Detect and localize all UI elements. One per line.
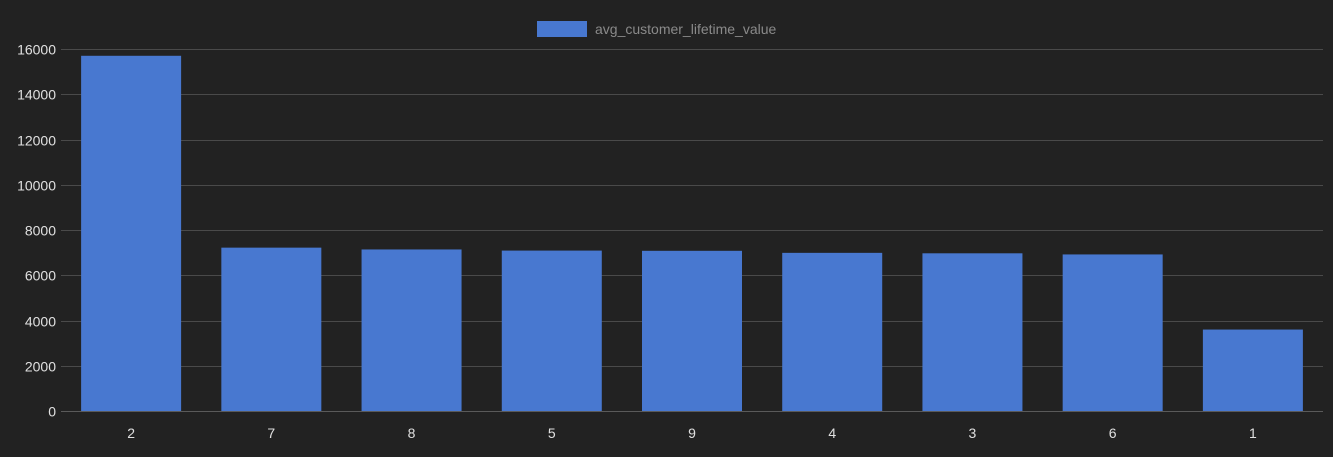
- y-tick-label: 6000: [25, 268, 56, 284]
- x-tick-label: 5: [548, 425, 556, 441]
- bar[interactable]: [642, 250, 742, 411]
- bar[interactable]: [782, 252, 883, 411]
- y-tick-label: 10000: [17, 178, 56, 194]
- y-tick-label: 16000: [17, 42, 56, 58]
- x-axis-ticks: 2 7 8 5 9 4 3 6 1: [127, 425, 1257, 441]
- bar[interactable]: [81, 55, 182, 411]
- bar[interactable]: [221, 247, 322, 411]
- x-tick-label: 4: [828, 425, 836, 441]
- y-tick-label: 12000: [17, 133, 56, 149]
- x-tick-label: 9: [688, 425, 696, 441]
- legend[interactable]: avg_customer_lifetime_value: [537, 21, 777, 37]
- y-tick-label: 0: [48, 404, 56, 420]
- x-tick-label: 3: [969, 425, 977, 441]
- y-tick-label: 14000: [17, 87, 56, 103]
- bar[interactable]: [1202, 329, 1303, 411]
- legend-swatch: [537, 21, 587, 37]
- bar[interactable]: [501, 250, 602, 411]
- x-tick-label: 7: [267, 425, 275, 441]
- bar[interactable]: [1062, 254, 1163, 411]
- bar[interactable]: [922, 253, 1023, 411]
- y-axis-ticks: 0 2000 4000 6000 8000 10000 12000 14000 16000: [17, 42, 56, 420]
- legend-label: avg_customer_lifetime_value: [595, 21, 777, 37]
- bar[interactable]: [361, 249, 462, 411]
- x-tick-label: 8: [408, 425, 416, 441]
- y-tick-label: 2000: [25, 359, 56, 375]
- y-tick-label: 8000: [25, 223, 56, 239]
- y-tick-label: 4000: [25, 314, 56, 330]
- bars: [81, 55, 1303, 411]
- x-tick-label: 2: [127, 425, 135, 441]
- x-tick-label: 1: [1249, 425, 1257, 441]
- x-tick-label: 6: [1109, 425, 1117, 441]
